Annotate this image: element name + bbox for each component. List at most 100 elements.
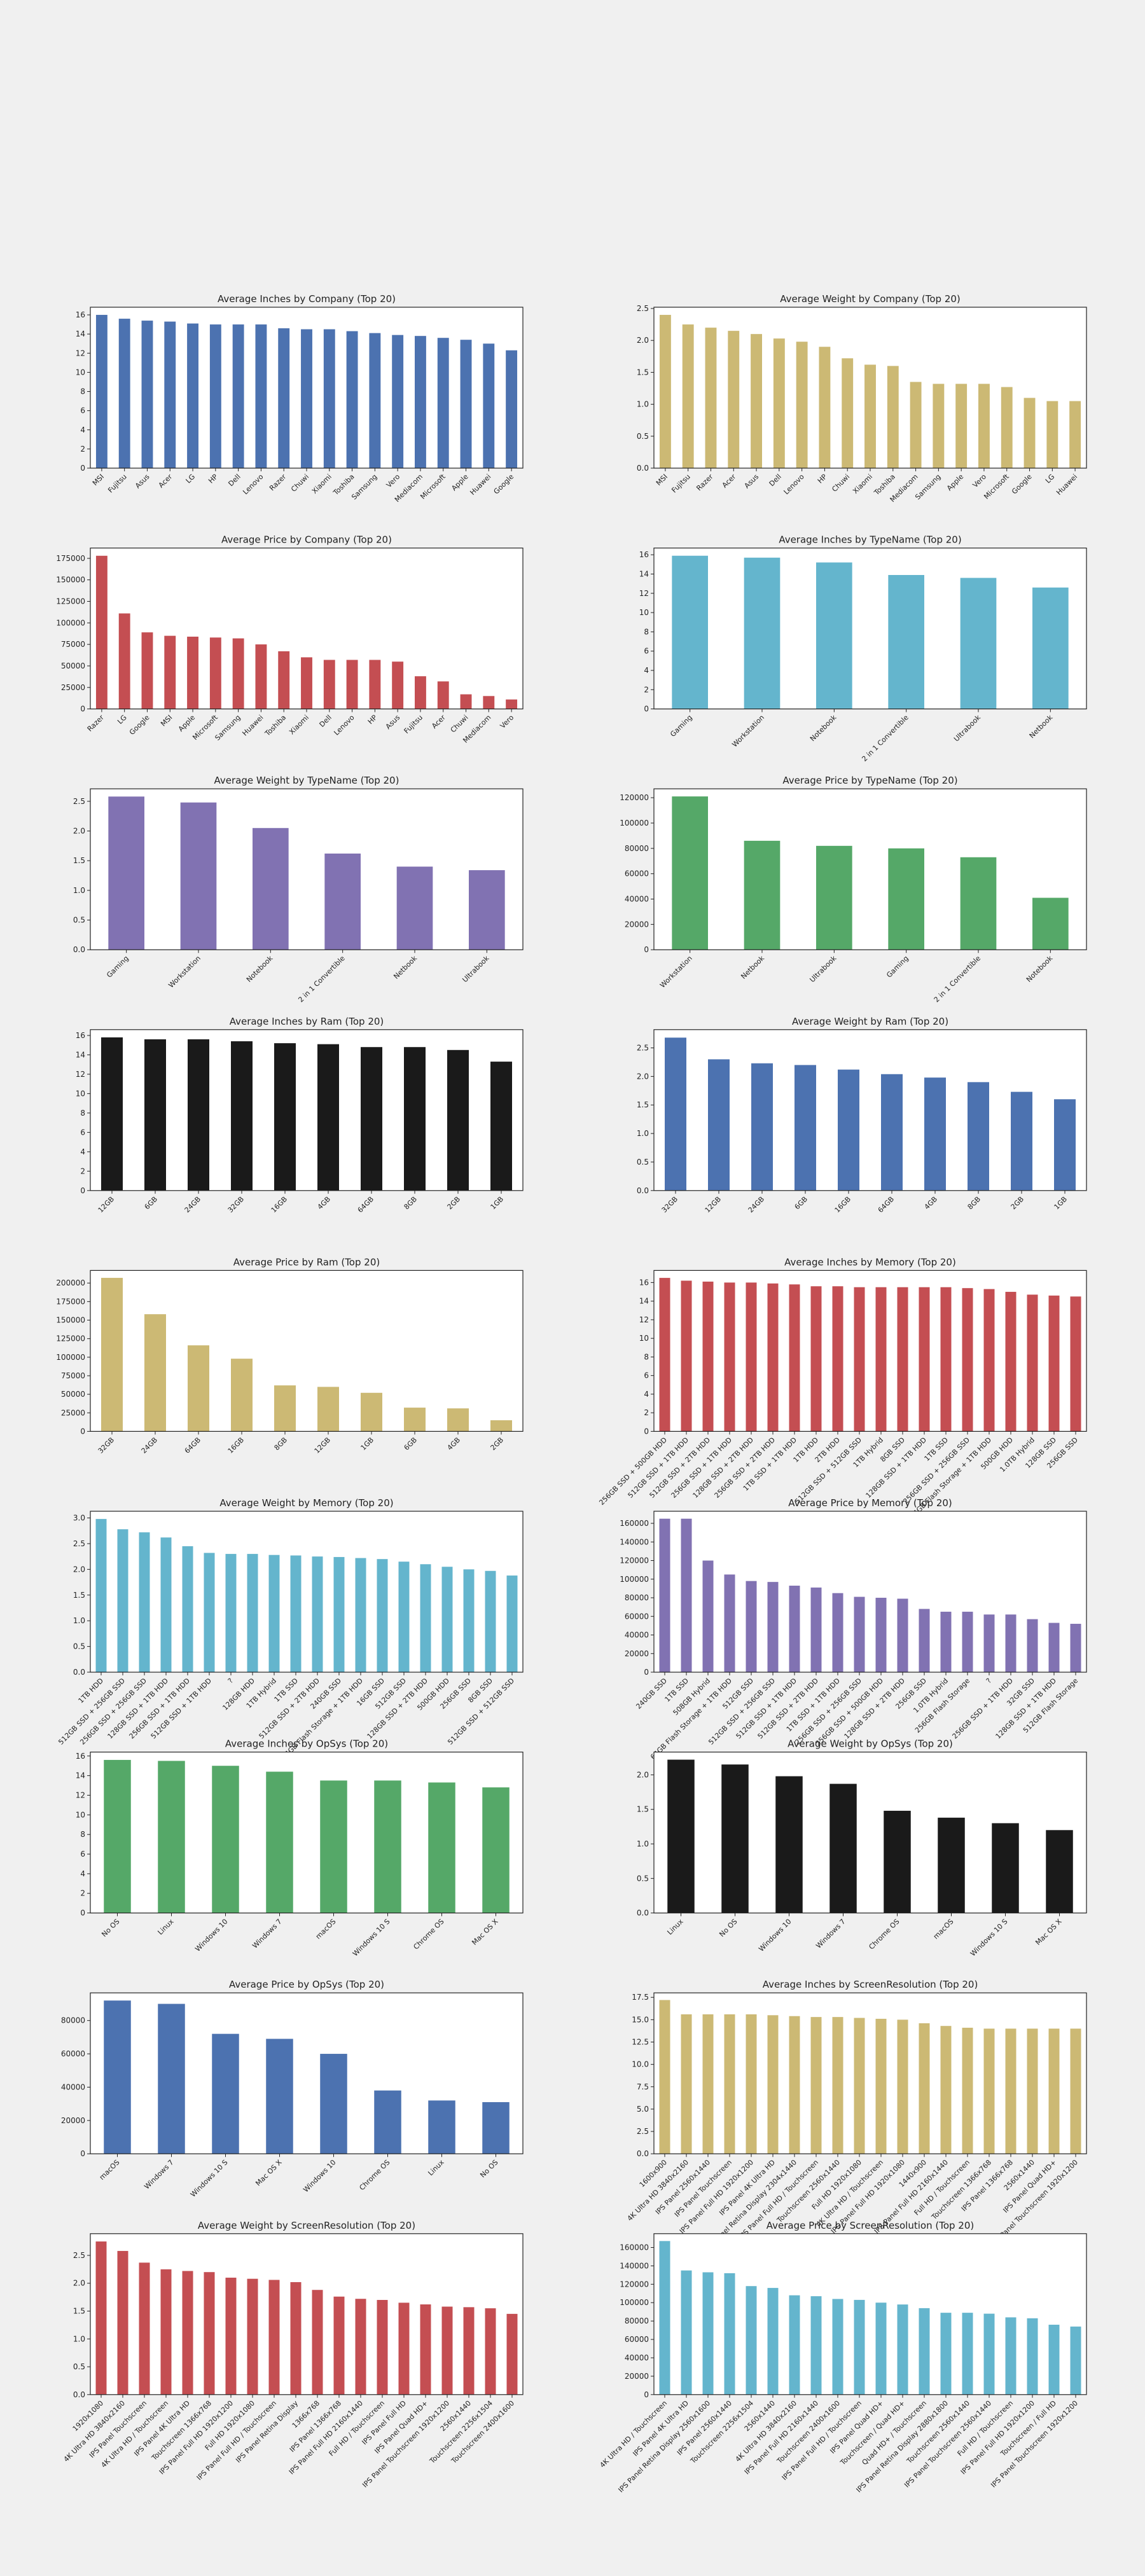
- bar: [1011, 1091, 1032, 1191]
- x-tick-label: Windows 10 S: [969, 1918, 1010, 1958]
- plot-frame: [90, 1752, 524, 1914]
- y-tick-label: 6: [644, 647, 649, 656]
- bar: [361, 1392, 382, 1432]
- chart: 0.0 0.5 1.0 1.5 2.0 2.5 32GB 12GB 24GB 6GB 16GB 64G…: [637, 1016, 1087, 1214]
- bar: [463, 1569, 475, 1672]
- bar: [1054, 1099, 1076, 1191]
- y-tick-label: 175000: [56, 1297, 85, 1306]
- bar: [232, 638, 244, 709]
- y-tick-label: 2: [644, 1408, 649, 1417]
- bar: [164, 321, 176, 468]
- y-tick-label: 6: [80, 1850, 85, 1859]
- x-tick-label: Asus: [743, 473, 761, 490]
- bar: [398, 2302, 410, 2395]
- bar: [884, 1810, 911, 1913]
- y-tick-label: 100000: [620, 2298, 649, 2307]
- bar: [404, 1047, 426, 1191]
- plot-area: [654, 548, 1086, 709]
- bar: [95, 1519, 107, 1672]
- bar: [940, 1611, 952, 1672]
- chart: 0 20000 40000 60000 80000 100000 120000 Worksta…: [620, 775, 1087, 1004]
- bar: [875, 1287, 887, 1432]
- bar: [724, 1574, 735, 1672]
- bar: [1048, 1623, 1060, 1672]
- x-tick-label: MSI: [159, 714, 174, 728]
- y-tick-label: 40000: [625, 2353, 649, 2362]
- y-tick-label: 80000: [625, 1593, 649, 1602]
- x-tick-label: 24GB: [140, 1436, 159, 1455]
- bar: [301, 329, 312, 468]
- bar: [702, 1560, 714, 1672]
- y-tick-label: 4: [644, 1390, 649, 1399]
- bar: [117, 2250, 128, 2395]
- y-tick-label: 50000: [61, 661, 85, 670]
- bar: [180, 802, 217, 950]
- bar: [1069, 401, 1081, 468]
- y-tick-label: 2.0: [637, 1770, 649, 1779]
- x-tick-label: Chrome OS: [357, 2158, 391, 2192]
- chart: 0 2 4 6 8 10 12 14 16 MSI Fujitsu Asus Acer LG HP DellL…: [76, 293, 524, 504]
- y-tick-label: 20000: [625, 2372, 649, 2381]
- chart: 0 2 4 6 8 10 12 14 16 Gaming Workstation Notebook 2 …: [639, 534, 1087, 763]
- y-tick-label: 2.0: [637, 336, 649, 345]
- bar: [323, 660, 335, 709]
- bar: [810, 1286, 822, 1432]
- chart-title: Average Price by Ram (Top 20): [233, 1256, 380, 1268]
- y-tick-label: 120000: [620, 2280, 649, 2289]
- x-tick-label: Netbook: [1028, 713, 1055, 740]
- y-tick-label: 175000: [56, 554, 85, 563]
- bar: [1005, 2028, 1017, 2154]
- bar: [323, 329, 335, 468]
- plot-frame: [90, 1270, 524, 1432]
- bar: [962, 2028, 973, 2154]
- x-tick-label: Notebook: [808, 713, 838, 743]
- bar: [875, 2018, 887, 2154]
- chart-title: Average Weight by OpSys (Top 20): [788, 1738, 953, 1750]
- y-tick-label: 0: [80, 1186, 85, 1195]
- bar: [751, 1063, 773, 1191]
- bar: [919, 1287, 930, 1432]
- y-tick-label: 40000: [61, 2082, 85, 2091]
- x-tick-label: Huawei: [1055, 473, 1079, 497]
- x-tick-label: Asus: [134, 473, 151, 490]
- x-tick-label: 2 in 1 Convertible: [933, 954, 983, 1004]
- x-tick-label: Apple: [177, 713, 197, 733]
- x-tick-label: 64GB: [877, 1195, 896, 1214]
- bar: [897, 2304, 908, 2395]
- y-tick-label: 60000: [625, 2335, 649, 2344]
- x-tick-label: Workstation: [730, 714, 766, 749]
- bar: [789, 2295, 800, 2395]
- y-tick-label: 200000: [56, 1278, 85, 1287]
- x-tick-label: Apple: [945, 473, 965, 492]
- bar: [255, 644, 267, 709]
- bar: [266, 1771, 293, 1913]
- plot-area: [90, 789, 523, 950]
- bar: [485, 1570, 496, 1672]
- y-tick-label: 2.5: [637, 1044, 649, 1053]
- y-tick-label: 100000: [56, 1353, 85, 1362]
- bar: [1046, 401, 1058, 468]
- plot-frame: [90, 547, 524, 710]
- x-tick-label: Chuwi: [830, 473, 851, 494]
- y-tick-label: 25000: [61, 683, 85, 692]
- x-tick-label: Acer: [157, 473, 174, 490]
- x-tick-label: Linux: [156, 1917, 175, 1936]
- bar: [659, 1278, 670, 1432]
- bar: [910, 382, 922, 468]
- x-tick-label: Mac OS X: [1034, 1917, 1064, 1947]
- bar: [274, 1043, 296, 1191]
- bar: [268, 1555, 280, 1672]
- bar: [919, 2023, 930, 2154]
- bar: [164, 635, 176, 709]
- bar: [938, 1817, 965, 1913]
- bar: [460, 340, 472, 468]
- plot-area: [654, 2233, 1086, 2395]
- bar: [667, 1759, 695, 1913]
- bar: [398, 1562, 410, 1672]
- bar: [1032, 587, 1069, 709]
- chart-title: Average Price by Memory (Top 20): [788, 1497, 952, 1509]
- bar: [441, 2306, 453, 2395]
- bar: [746, 2286, 757, 2395]
